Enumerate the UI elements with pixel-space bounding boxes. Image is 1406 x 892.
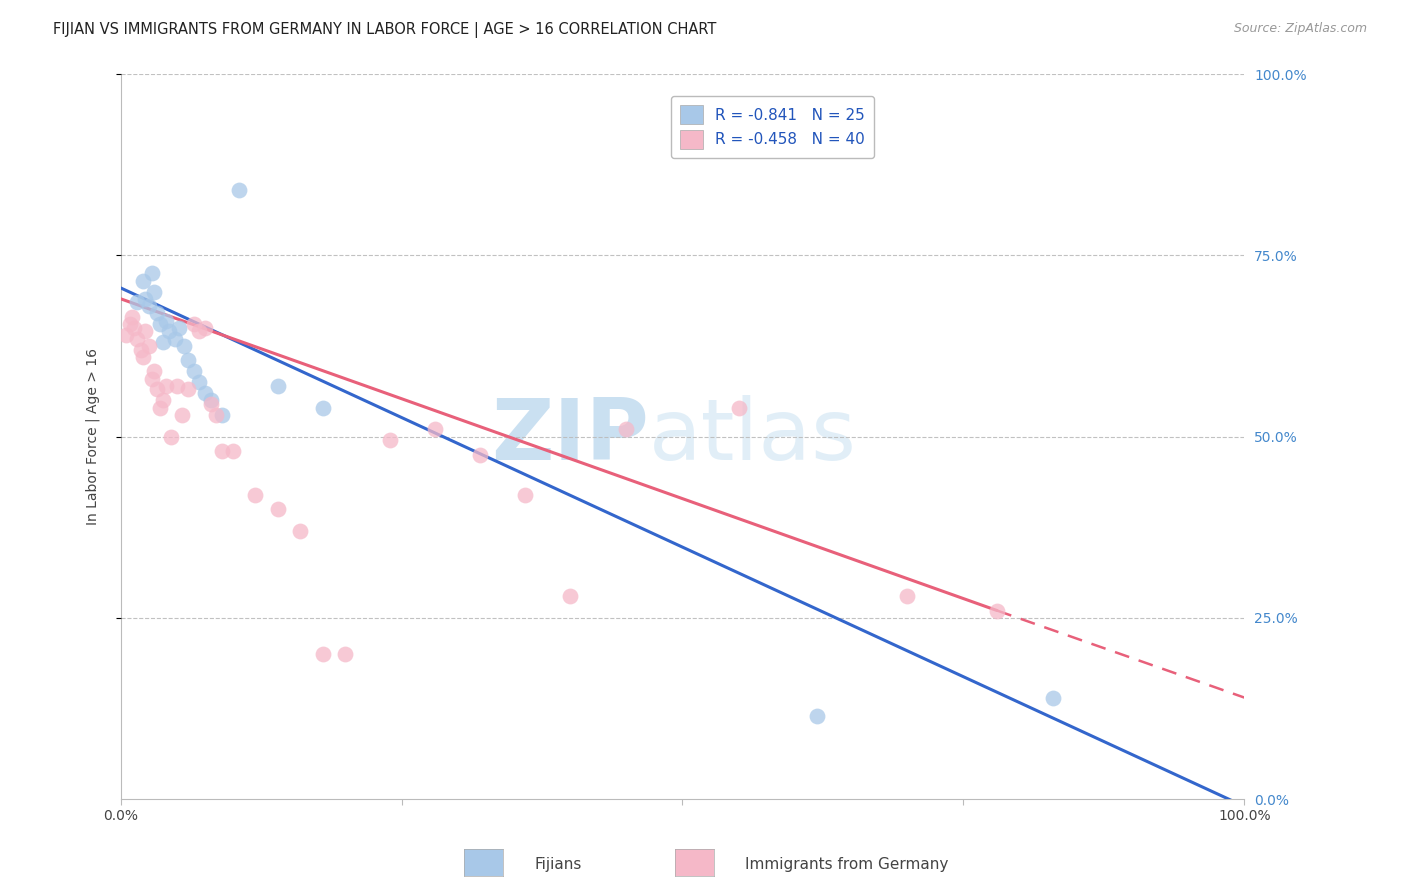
Point	[267, 378, 290, 392]
Point	[558, 589, 581, 603]
Point	[122, 320, 145, 334]
Point	[183, 364, 205, 378]
Point	[143, 364, 166, 378]
Point	[141, 267, 163, 281]
Point	[166, 378, 188, 392]
Point	[138, 339, 160, 353]
Point	[152, 335, 174, 350]
Point	[163, 332, 186, 346]
Point	[132, 274, 155, 288]
Point	[155, 378, 177, 392]
Text: FIJIAN VS IMMIGRANTS FROM GERMANY IN LABOR FORCE | AGE > 16 CORRELATION CHART: FIJIAN VS IMMIGRANTS FROM GERMANY IN LAB…	[53, 22, 717, 38]
Legend: R = -0.841   N = 25, R = -0.458   N = 40: R = -0.841 N = 25, R = -0.458 N = 40	[671, 96, 875, 158]
Point	[157, 325, 180, 339]
Point	[118, 317, 141, 331]
Point	[115, 328, 138, 343]
Point	[211, 408, 233, 422]
Point	[183, 317, 205, 331]
Point	[200, 397, 222, 411]
Point	[127, 332, 149, 346]
Point	[194, 320, 217, 334]
Point	[121, 310, 143, 324]
Point	[194, 386, 217, 401]
Point	[986, 603, 1008, 617]
Text: Immigrants from Germany: Immigrants from Germany	[745, 857, 949, 872]
Point	[129, 343, 152, 357]
Point	[152, 393, 174, 408]
Point	[290, 524, 312, 538]
Point	[173, 339, 195, 353]
Text: Source: ZipAtlas.com: Source: ZipAtlas.com	[1233, 22, 1367, 36]
Point	[312, 647, 335, 661]
Point	[160, 429, 183, 443]
Point	[1042, 690, 1064, 705]
Point	[143, 285, 166, 299]
Point	[134, 292, 156, 306]
Point	[335, 647, 357, 661]
Point	[149, 317, 172, 331]
Text: Fijians: Fijians	[534, 857, 582, 872]
Point	[134, 325, 156, 339]
Point	[145, 383, 167, 397]
Point	[188, 375, 211, 389]
Point	[205, 408, 228, 422]
Point	[806, 708, 828, 723]
Point	[138, 299, 160, 313]
Point	[172, 408, 194, 422]
Point	[155, 313, 177, 327]
Point	[211, 444, 233, 458]
Point	[228, 183, 250, 197]
Point	[167, 320, 190, 334]
Point	[425, 422, 447, 436]
Point	[145, 306, 167, 320]
Point	[896, 589, 918, 603]
Point	[727, 401, 749, 415]
Point	[141, 371, 163, 385]
Point	[149, 401, 172, 415]
Y-axis label: In Labor Force | Age > 16: In Labor Force | Age > 16	[86, 348, 100, 525]
Point	[127, 295, 149, 310]
Point	[515, 487, 537, 501]
Text: atlas: atlas	[648, 395, 856, 478]
Text: ZIP: ZIP	[491, 395, 648, 478]
Point	[312, 401, 335, 415]
Point	[245, 487, 267, 501]
Point	[614, 422, 637, 436]
Point	[177, 383, 200, 397]
Point	[267, 502, 290, 516]
Point	[222, 444, 245, 458]
Point	[177, 353, 200, 368]
Point	[188, 325, 211, 339]
Point	[200, 393, 222, 408]
Point	[132, 350, 155, 364]
Point	[470, 448, 492, 462]
Point	[380, 433, 402, 447]
